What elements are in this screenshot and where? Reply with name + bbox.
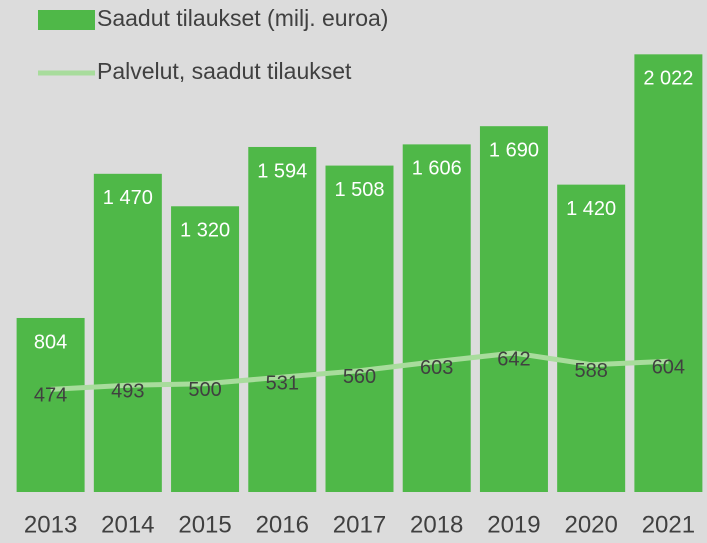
line-value-label: 604	[652, 357, 685, 379]
bar-value-label: 1 470	[103, 187, 153, 209]
x-tick-label: 2021	[642, 511, 695, 538]
x-tick-label: 2016	[256, 511, 309, 538]
line-value-label: 588	[574, 360, 607, 382]
x-tick-label: 2018	[410, 511, 463, 538]
line	[50, 350, 669, 392]
line-value-label: 493	[111, 381, 144, 403]
bar	[93, 173, 162, 493]
x-tick-label: 2013	[24, 511, 77, 538]
line-value-label: 531	[266, 372, 299, 394]
bar	[402, 144, 471, 493]
bar	[557, 184, 626, 492]
x-tick-label: 2017	[333, 511, 386, 538]
bar-value-label: 1 606	[412, 158, 462, 180]
bar-value-label: 804	[34, 331, 67, 353]
x-tick-label: 2019	[487, 511, 540, 538]
x-tick-label: 2014	[101, 511, 154, 538]
bar-value-label: 1 594	[257, 160, 307, 182]
bar	[171, 206, 240, 492]
bar	[325, 165, 394, 492]
bar	[16, 317, 85, 492]
bar-value-label: 1 508	[334, 179, 384, 201]
bar-value-label: 2 022	[643, 68, 693, 90]
bar-value-label: 1 690	[489, 139, 539, 161]
legend-label: Palvelut, saadut tilaukset	[97, 58, 352, 84]
line-value-label: 500	[188, 379, 221, 401]
legend-swatch	[38, 10, 95, 30]
line-value-label: 474	[34, 385, 67, 407]
bar-value-label: 1 320	[180, 220, 230, 242]
x-tick-label: 2015	[178, 511, 231, 538]
bar-value-label: 1 420	[566, 198, 616, 220]
bar	[634, 54, 703, 493]
legend-label: Saadut tilaukset (milj. euroa)	[97, 5, 388, 31]
bar	[479, 126, 548, 493]
line-value-label: 603	[420, 357, 453, 379]
line-value-label: 560	[343, 366, 376, 388]
x-tick-label: 2020	[564, 511, 617, 538]
line-value-label: 642	[497, 348, 530, 370]
bar	[248, 146, 317, 492]
